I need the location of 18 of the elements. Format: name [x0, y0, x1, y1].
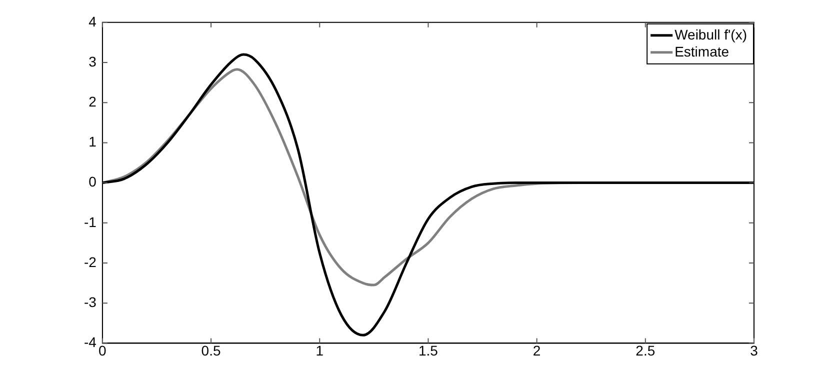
x-tick-label: 2.5 — [636, 342, 656, 358]
legend-label: Estimate — [674, 43, 730, 60]
y-tick-label: -2 — [84, 254, 97, 270]
y-tick-label: 1 — [88, 134, 97, 150]
legend-label: Weibull f'(x) — [674, 26, 748, 42]
x-tick-label: 0.5 — [201, 342, 221, 358]
y-tick-label: 0 — [88, 174, 97, 190]
x-tick-label: 3 — [750, 342, 758, 358]
x-tick-label: 1 — [316, 342, 324, 358]
y-tick-label: -1 — [84, 214, 97, 230]
y-tick-label: 2 — [88, 93, 97, 110]
x-tick-label: 1.5 — [418, 342, 438, 358]
y-tick-label: 3 — [88, 53, 97, 70]
x-tick-label: 0 — [98, 342, 107, 358]
y-tick-label: -4 — [84, 334, 97, 350]
x-tick-label: 2 — [532, 342, 541, 358]
y-tick-label: 4 — [88, 13, 97, 30]
y-tick-label: -3 — [84, 294, 97, 310]
